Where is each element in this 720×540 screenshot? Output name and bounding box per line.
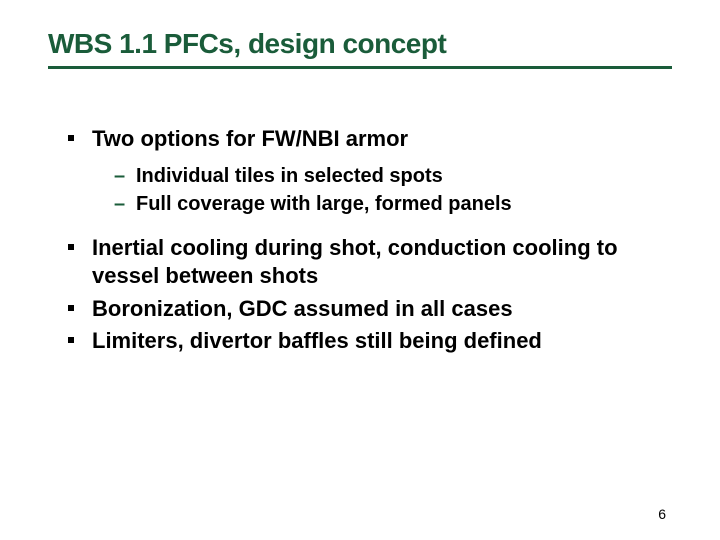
bullet-list: Two options for FW/NBI armor Individual …: [48, 125, 672, 356]
sub-list: Individual tiles in selected spots Full …: [92, 162, 672, 218]
bullet-item: Inertial cooling during shot, conduction…: [68, 234, 672, 291]
title-underline: [48, 66, 672, 69]
bullet-item: Limiters, divertor baffles still being d…: [68, 327, 672, 356]
bullet-item: Boronization, GDC assumed in all cases: [68, 295, 672, 324]
slide-title: WBS 1.1 PFCs, design concept: [48, 28, 672, 60]
bullet-text: Inertial cooling during shot, conduction…: [92, 235, 618, 289]
page-number: 6: [658, 506, 666, 522]
bullet-text: Two options for FW/NBI armor: [92, 126, 408, 151]
slide-container: WBS 1.1 PFCs, design concept Two options…: [0, 0, 720, 540]
bullet-text: Boronization, GDC assumed in all cases: [92, 296, 513, 321]
sub-item: Full coverage with large, formed panels: [114, 190, 672, 218]
bullet-text: Limiters, divertor baffles still being d…: [92, 328, 542, 353]
sub-item: Individual tiles in selected spots: [114, 162, 672, 190]
bullet-item: Two options for FW/NBI armor Individual …: [68, 125, 672, 218]
